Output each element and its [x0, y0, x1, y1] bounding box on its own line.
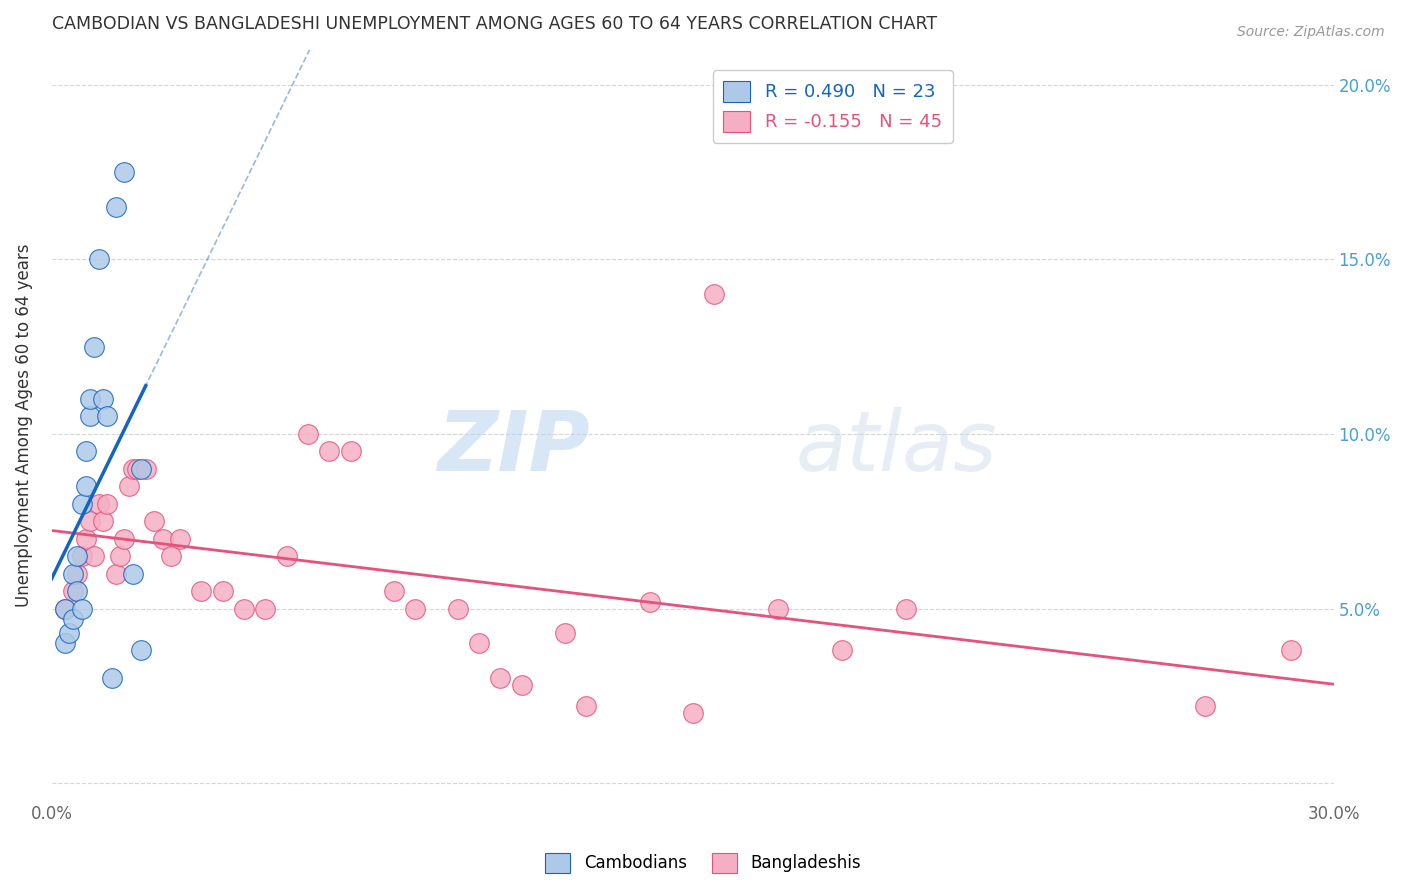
Point: [152, 532, 174, 546]
Point: [62, 566, 84, 581]
Point: [131, 462, 153, 476]
Point: [211, 584, 233, 599]
Point: [638, 594, 661, 608]
Text: atlas: atlas: [796, 408, 997, 488]
Point: [75, 444, 97, 458]
Point: [100, 672, 122, 686]
Point: [122, 566, 145, 581]
Point: [118, 479, 141, 493]
Point: [70, 601, 93, 615]
Point: [96, 409, 118, 424]
Point: [108, 549, 131, 564]
Point: [143, 514, 166, 528]
Point: [96, 497, 118, 511]
Point: [233, 601, 256, 615]
Point: [766, 601, 789, 615]
Text: Source: ZipAtlas.com: Source: ZipAtlas.com: [1237, 25, 1385, 39]
Point: [127, 462, 149, 476]
Point: [318, 444, 340, 458]
Point: [104, 200, 127, 214]
Point: [91, 514, 114, 528]
Point: [79, 409, 101, 424]
Point: [489, 672, 512, 686]
Point: [91, 392, 114, 406]
Point: [87, 252, 110, 267]
Point: [66, 584, 89, 599]
Point: [510, 678, 533, 692]
Point: [160, 549, 183, 564]
Point: [75, 479, 97, 493]
Point: [447, 601, 470, 615]
Point: [53, 601, 76, 615]
Point: [1279, 643, 1302, 657]
Point: [382, 584, 405, 599]
Point: [468, 636, 491, 650]
Y-axis label: Unemployment Among Ages 60 to 64 years: Unemployment Among Ages 60 to 64 years: [15, 244, 32, 607]
Point: [87, 497, 110, 511]
Point: [53, 601, 76, 615]
Point: [1194, 699, 1216, 714]
Point: [831, 643, 853, 657]
Point: [131, 643, 153, 657]
Point: [169, 532, 191, 546]
Point: [75, 532, 97, 546]
Point: [404, 601, 426, 615]
Point: [79, 514, 101, 528]
Point: [83, 549, 105, 564]
Legend: R = 0.490   N = 23, R = -0.155   N = 45: R = 0.490 N = 23, R = -0.155 N = 45: [713, 70, 953, 143]
Text: ZIP: ZIP: [437, 408, 591, 488]
Point: [254, 601, 277, 615]
Point: [276, 549, 298, 564]
Point: [896, 601, 918, 615]
Point: [135, 462, 157, 476]
Legend: Cambodians, Bangladeshis: Cambodians, Bangladeshis: [538, 847, 868, 880]
Point: [70, 549, 93, 564]
Point: [297, 426, 319, 441]
Point: [122, 462, 145, 476]
Point: [66, 549, 89, 564]
Point: [83, 340, 105, 354]
Point: [703, 287, 725, 301]
Point: [104, 566, 127, 581]
Point: [340, 444, 363, 458]
Point: [112, 532, 135, 546]
Point: [112, 165, 135, 179]
Point: [190, 584, 212, 599]
Point: [553, 626, 575, 640]
Point: [62, 612, 84, 626]
Point: [62, 584, 84, 599]
Point: [66, 566, 89, 581]
Point: [53, 636, 76, 650]
Point: [70, 497, 93, 511]
Point: [58, 626, 80, 640]
Point: [79, 392, 101, 406]
Point: [575, 699, 598, 714]
Point: [682, 706, 704, 721]
Text: CAMBODIAN VS BANGLADESHI UNEMPLOYMENT AMONG AGES 60 TO 64 YEARS CORRELATION CHAR: CAMBODIAN VS BANGLADESHI UNEMPLOYMENT AM…: [52, 15, 936, 33]
